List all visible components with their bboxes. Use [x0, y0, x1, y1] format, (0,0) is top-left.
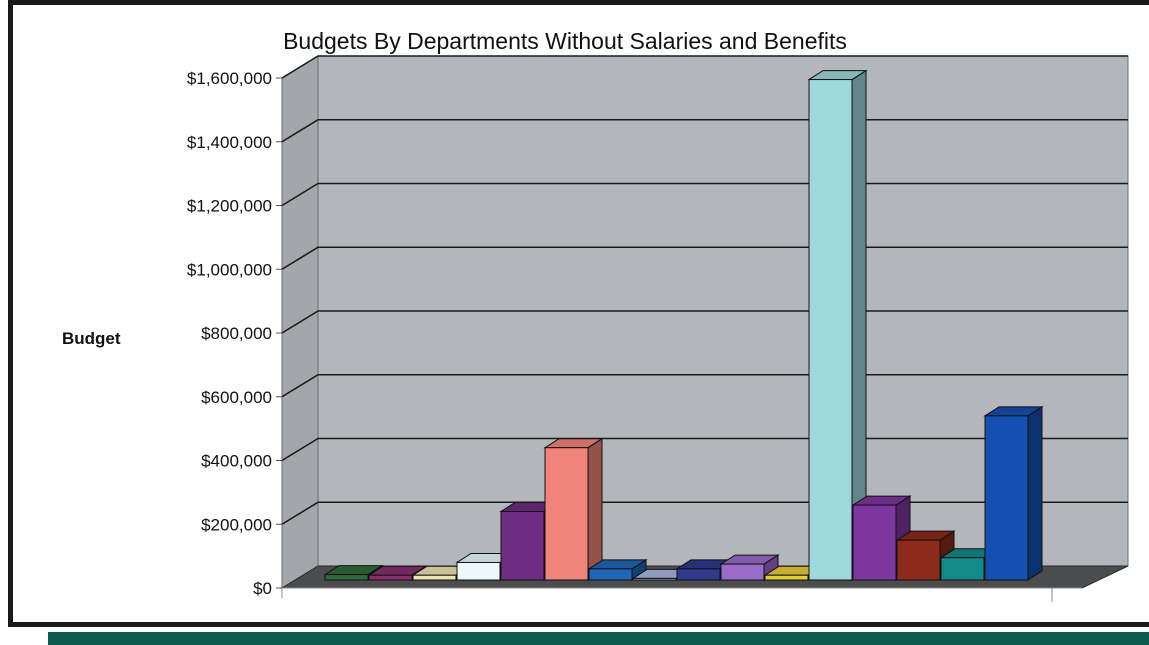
bar-front [984, 415, 1029, 581]
y-tick-label: $1,000,000 [187, 260, 272, 279]
y-axis-label: Budget [62, 329, 121, 348]
bar-front [544, 447, 589, 581]
bar-front [808, 79, 853, 581]
y-tick-label: $1,200,000 [187, 197, 272, 216]
y-tick-label: $200,000 [201, 515, 272, 534]
bar-front [852, 504, 897, 581]
bar [983, 405, 1044, 581]
bar-front [588, 568, 633, 581]
footer-bar [48, 632, 1149, 645]
bar-front [720, 563, 765, 581]
bar-side [1027, 405, 1043, 581]
bar [587, 558, 648, 581]
bar [543, 437, 604, 581]
bar-side [587, 437, 603, 581]
bar-front [764, 574, 809, 581]
bar-front [676, 568, 721, 581]
y-tick-label: $400,000 [201, 452, 272, 471]
y-tick-label: $1,400,000 [187, 133, 272, 152]
bar [807, 69, 868, 581]
bars [323, 69, 1044, 581]
bar-front [940, 557, 985, 581]
y-tick-label: $1,600,000 [187, 69, 272, 88]
bar-front [896, 539, 941, 581]
bar-front [500, 510, 545, 581]
grid-line [281, 55, 1128, 79]
chart-title: Budgets By Departments Without Salaries … [283, 28, 847, 54]
bar-front [368, 574, 413, 581]
y-axis-ticks: $1,600,000 $1,400,000 $1,200,000 $1,000,000… [187, 69, 282, 598]
bar-front [324, 574, 369, 581]
bar-front [456, 561, 501, 581]
y-tick-label: $800,000 [201, 324, 272, 343]
bar-front [412, 574, 457, 581]
y-tick-label: $0 [253, 579, 272, 598]
bar-front [632, 577, 677, 581]
y-tick-label: $600,000 [201, 388, 272, 407]
